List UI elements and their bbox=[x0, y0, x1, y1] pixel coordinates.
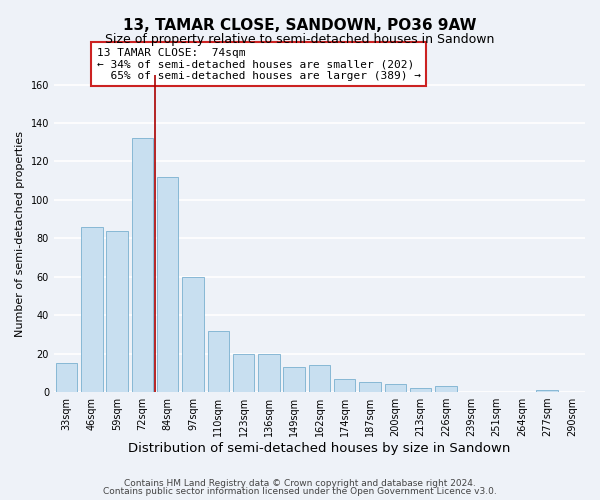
Text: 13, TAMAR CLOSE, SANDOWN, PO36 9AW: 13, TAMAR CLOSE, SANDOWN, PO36 9AW bbox=[123, 18, 477, 32]
X-axis label: Distribution of semi-detached houses by size in Sandown: Distribution of semi-detached houses by … bbox=[128, 442, 511, 455]
Text: 13 TAMAR CLOSE:  74sqm
← 34% of semi-detached houses are smaller (202)
  65% of : 13 TAMAR CLOSE: 74sqm ← 34% of semi-deta… bbox=[97, 48, 421, 81]
Bar bbox=[233, 354, 254, 392]
Bar bbox=[106, 230, 128, 392]
Text: Contains public sector information licensed under the Open Government Licence v3: Contains public sector information licen… bbox=[103, 487, 497, 496]
Bar bbox=[81, 227, 103, 392]
Text: Contains HM Land Registry data © Crown copyright and database right 2024.: Contains HM Land Registry data © Crown c… bbox=[124, 478, 476, 488]
Y-axis label: Number of semi-detached properties: Number of semi-detached properties bbox=[15, 130, 25, 336]
Bar bbox=[157, 177, 178, 392]
Bar bbox=[410, 388, 431, 392]
Bar bbox=[309, 365, 330, 392]
Bar bbox=[131, 138, 153, 392]
Bar bbox=[56, 364, 77, 392]
Bar bbox=[536, 390, 558, 392]
Bar bbox=[435, 386, 457, 392]
Text: Size of property relative to semi-detached houses in Sandown: Size of property relative to semi-detach… bbox=[106, 32, 494, 46]
Bar bbox=[385, 384, 406, 392]
Bar bbox=[182, 277, 204, 392]
Bar bbox=[334, 378, 355, 392]
Bar bbox=[359, 382, 381, 392]
Bar bbox=[208, 330, 229, 392]
Bar bbox=[283, 367, 305, 392]
Bar bbox=[258, 354, 280, 392]
